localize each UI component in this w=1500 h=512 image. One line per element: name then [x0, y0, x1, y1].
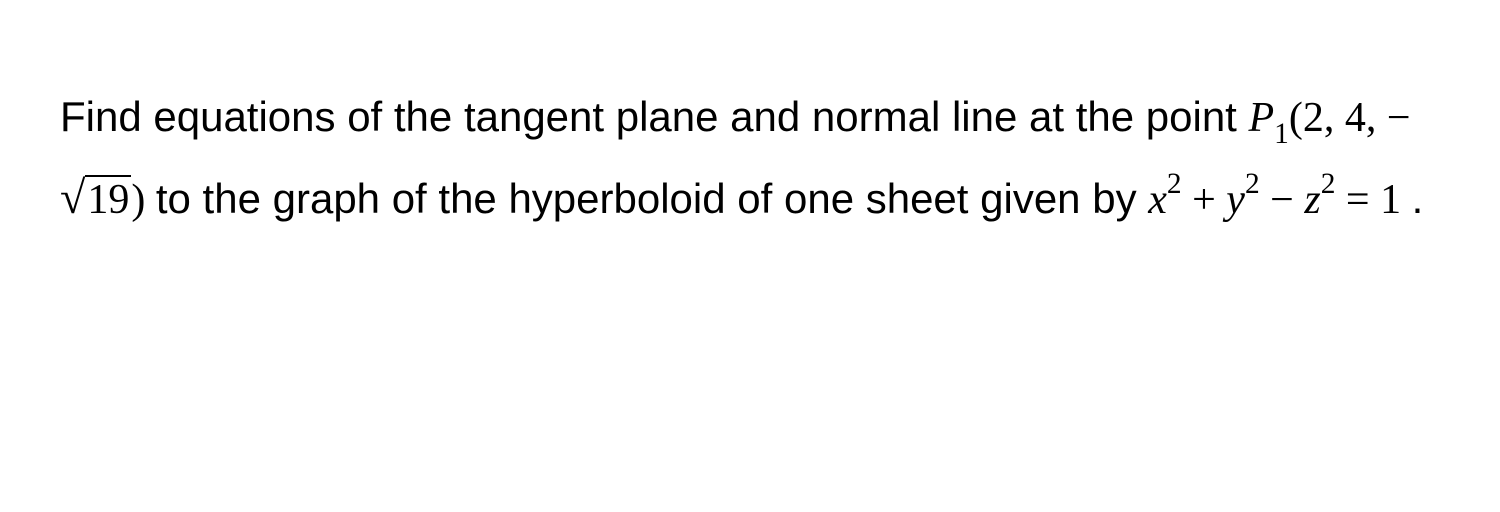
intro-text: Find equations of the tangent plane and …: [60, 93, 1249, 140]
exp-x: 2: [1167, 168, 1182, 200]
equation-expression: x2 + y2 − z2 = 1: [1148, 177, 1411, 223]
close-paren: ): [131, 177, 145, 223]
rhs-value: 1: [1380, 177, 1401, 223]
mid-text: to the graph of the hyperboloid of one s…: [156, 175, 1148, 222]
coord-x: 2: [1303, 95, 1324, 141]
sqrt-expression: √19: [60, 158, 131, 239]
minus-sign: −: [1387, 95, 1411, 141]
var-x: x: [1148, 177, 1167, 223]
plus-op: +: [1182, 177, 1227, 223]
open-paren: (: [1289, 95, 1303, 141]
point-label: P: [1249, 95, 1275, 141]
sqrt-symbol: √: [60, 172, 85, 223]
period: .: [1412, 175, 1424, 222]
coord-y: 4: [1345, 95, 1366, 141]
equals-op: =: [1335, 177, 1380, 223]
problem-statement: Find equations of the tangent plane and …: [60, 80, 1440, 239]
var-z: z: [1304, 177, 1320, 223]
exp-y: 2: [1245, 168, 1260, 200]
sep1: ,: [1324, 95, 1345, 141]
exp-z: 2: [1321, 168, 1336, 200]
sqrt-argument: 19: [85, 175, 131, 223]
minus-op: −: [1260, 177, 1305, 223]
point-subscript: 1: [1274, 118, 1289, 150]
sep2: ,: [1366, 95, 1387, 141]
var-y: y: [1226, 177, 1245, 223]
